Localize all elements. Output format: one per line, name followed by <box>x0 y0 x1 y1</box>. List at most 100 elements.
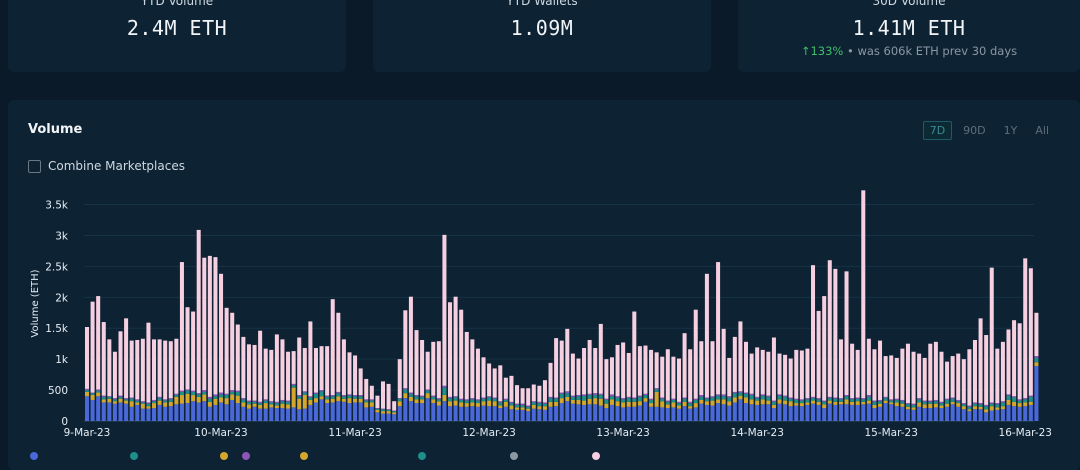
range-button-all[interactable]: All <box>1035 124 1049 137</box>
bar-segment <box>643 398 648 402</box>
bar-segment <box>140 403 145 409</box>
bar-segment <box>1028 404 1033 421</box>
bar-segment <box>1034 357 1039 363</box>
bar-segment <box>649 398 654 400</box>
bar-segment <box>833 401 838 405</box>
bar-segment <box>291 387 296 408</box>
bar-segment <box>537 403 542 407</box>
bar-segment <box>392 412 397 415</box>
combine-marketplaces-toggle[interactable]: Combine Marketplaces <box>28 159 185 173</box>
bar-segment <box>732 336 737 392</box>
bar-segment <box>420 403 425 421</box>
bar-segment <box>146 403 151 407</box>
bar-segment <box>956 401 961 404</box>
bar-segment <box>503 398 508 400</box>
bar-segment <box>883 403 888 421</box>
bar-segment <box>732 393 737 398</box>
bar-segment <box>699 399 704 404</box>
bar-segment <box>576 404 581 421</box>
bar-segment <box>738 395 743 400</box>
bar-segment <box>280 403 285 409</box>
stat-value: 2.4M ETH <box>126 16 228 40</box>
bar-segment <box>905 404 910 407</box>
bar-segment <box>598 398 603 406</box>
bar-segment <box>911 404 916 408</box>
bar-segment <box>933 401 938 404</box>
bar-segment <box>213 257 218 395</box>
bar-segment <box>822 296 827 401</box>
bar-segment <box>609 399 614 405</box>
bar-segment <box>660 397 665 399</box>
bar-segment <box>386 409 391 410</box>
bar-segment <box>811 398 816 401</box>
bar-segment <box>386 383 391 410</box>
bar-segment <box>436 341 441 399</box>
range-button-90d[interactable]: 90D <box>963 124 986 137</box>
bar-segment <box>291 383 296 386</box>
bar-segment <box>609 394 614 397</box>
x-tick-label: 16-Mar-23 <box>999 427 1052 439</box>
range-button-7d[interactable]: 7D <box>922 121 953 140</box>
legend-dot <box>130 452 138 460</box>
bar-segment <box>230 312 235 391</box>
bar-segment <box>822 400 827 402</box>
bar-segment <box>202 394 207 402</box>
bar-segment <box>1012 396 1017 398</box>
bar-segment <box>665 408 670 421</box>
bar-segment <box>861 401 866 405</box>
bar-segment <box>894 357 899 399</box>
bar-segment <box>643 395 648 399</box>
bar-segment <box>682 398 687 402</box>
bar-segment <box>1000 406 1005 410</box>
bar-segment <box>302 348 307 392</box>
x-tick-label: 14-Mar-23 <box>730 427 783 439</box>
bar-segment <box>202 390 207 392</box>
bar-segment <box>487 396 492 398</box>
bar-segment <box>336 393 341 397</box>
bar-segment <box>649 399 654 404</box>
bar-segment <box>995 403 1000 405</box>
bar-segment <box>487 400 492 407</box>
bar-segment <box>978 318 983 404</box>
bar-segment <box>526 388 531 406</box>
stat-label: 30D Volume <box>872 0 946 8</box>
bar-segment <box>1034 365 1039 421</box>
bar-segment <box>727 397 732 402</box>
bar-segment <box>263 403 268 409</box>
bar-segment <box>827 260 832 397</box>
bar-segment <box>168 406 173 421</box>
bar-segment <box>1017 399 1022 401</box>
bar-segment <box>615 344 620 397</box>
bar-segment <box>96 396 101 421</box>
bar-segment <box>341 396 346 399</box>
bar-segment <box>515 385 520 404</box>
bar-segment <box>364 378 369 400</box>
bar-segment <box>889 399 894 401</box>
bar-segment <box>559 392 564 394</box>
bar-segment <box>313 402 318 421</box>
bar-segment <box>961 359 966 404</box>
bar-segment <box>258 408 263 421</box>
bar-segment <box>207 396 212 399</box>
bar-segment <box>794 405 799 421</box>
bar-segment <box>799 406 804 421</box>
bar-segment <box>721 404 726 421</box>
bar-segment <box>598 395 603 399</box>
bar-segment <box>822 401 827 405</box>
combine-checkbox[interactable] <box>28 159 41 173</box>
bar-segment <box>498 365 503 402</box>
bar-segment <box>135 400 140 403</box>
bar-segment <box>855 401 860 405</box>
bar-segment <box>816 398 821 400</box>
bar-segment <box>894 406 899 421</box>
bar-segment <box>492 398 497 402</box>
legend-dot <box>220 452 228 460</box>
bar-segment <box>604 398 609 400</box>
bar-segment <box>263 348 268 400</box>
bar-segment <box>520 388 525 404</box>
bar-segment <box>1012 397 1017 402</box>
range-button-1y[interactable]: 1Y <box>1003 124 1018 137</box>
bar-segment <box>286 351 291 401</box>
bar-segment <box>972 406 977 410</box>
bar-segment <box>995 407 1000 410</box>
